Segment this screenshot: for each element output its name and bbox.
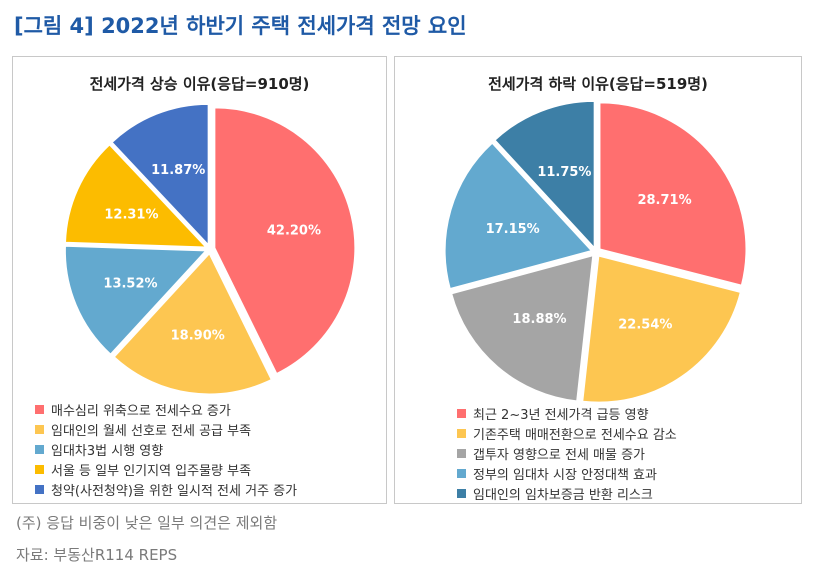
legend-item: 매수심리 위축으로 전세수요 증가 bbox=[35, 399, 297, 419]
pie-slice bbox=[65, 144, 207, 248]
legend-label: 매수심리 위축으로 전세수요 증가 bbox=[51, 403, 231, 419]
legend-swatch bbox=[457, 408, 466, 418]
legend: 최근 2~3년 전세가격 급등 영향 기존주택 매매전환으로 전세수요 감소 갭… bbox=[457, 403, 677, 503]
slice-data-label: 11.87% bbox=[151, 163, 205, 178]
legend-swatch bbox=[35, 424, 44, 434]
footnote: (주) 응답 비중이 낮은 일부 의견은 제외함 bbox=[16, 514, 278, 532]
slice-data-label: 18.90% bbox=[171, 328, 225, 343]
legend-swatch bbox=[35, 444, 44, 454]
legend-item: 임대차3법 시행 영향 bbox=[35, 439, 297, 459]
chart-panel-fall: 전세가격 하락 이유(응답=519명) 28.71% 22.54% 18.88% 17… bbox=[394, 56, 802, 504]
legend-item: 최근 2~3년 전세가격 급등 영향 bbox=[457, 403, 677, 423]
source-note: 자료: 부동산R114 REPS bbox=[16, 546, 178, 564]
legend-label: 서울 등 일부 인기지역 입주물량 부족 bbox=[51, 463, 252, 479]
legend-swatch bbox=[457, 428, 466, 438]
legend-swatch bbox=[35, 484, 44, 494]
pie-slice bbox=[582, 255, 741, 402]
pie-slice bbox=[64, 245, 207, 355]
legend-label: 최근 2~3년 전세가격 급등 영향 bbox=[473, 407, 649, 423]
pie-slice bbox=[494, 100, 595, 249]
legend-label: 갭투자 영향으로 전세 매물 증가 bbox=[473, 447, 646, 463]
legend-label: 청약(사전청약)을 위한 일시적 전세 거주 증가 bbox=[51, 483, 298, 499]
legend-item: 임대인의 월세 선호로 전세 공급 부족 bbox=[35, 419, 297, 439]
slice-data-label: 13.52% bbox=[103, 276, 157, 291]
pie-slice bbox=[451, 255, 594, 402]
legend-item: 갭투자 영향으로 전세 매물 증가 bbox=[457, 443, 677, 463]
legend-item: 기존주택 매매전환으로 전세수요 감소 bbox=[457, 423, 677, 443]
chart-title: 전세가격 하락 이유(응답=519명) bbox=[488, 75, 708, 93]
legend-label: 임대인의 임차보증금 반환 리스크 bbox=[473, 487, 653, 503]
legend-swatch bbox=[35, 464, 44, 474]
legend-item: 임대인의 임차보증금 반환 리스크 bbox=[457, 483, 677, 503]
pie-slice bbox=[113, 253, 272, 395]
slice-data-label: 28.71% bbox=[637, 193, 691, 208]
legend-item: 서울 등 일부 인기지역 입주물량 부족 bbox=[35, 459, 297, 479]
legend-label: 임대인의 월세 선호로 전세 공급 부족 bbox=[51, 423, 252, 439]
legend-item: 정부의 임대차 시장 안정대책 효과 bbox=[457, 463, 677, 483]
slice-data-label: 18.88% bbox=[512, 312, 566, 327]
slice-data-label: 42.20% bbox=[267, 223, 321, 238]
figure-title: [그림 4] 2022년 하반기 주택 전세가격 전망 요인 bbox=[14, 14, 467, 38]
pie-slice bbox=[111, 103, 209, 246]
legend-swatch bbox=[35, 404, 44, 414]
slice-data-label: 17.15% bbox=[486, 222, 540, 237]
legend-label: 기존주택 매매전환으로 전세수요 감소 bbox=[473, 427, 677, 443]
pie-slice bbox=[214, 107, 356, 375]
pie-slice bbox=[444, 142, 593, 290]
slice-data-label: 11.75% bbox=[537, 165, 591, 180]
slice-data-label: 22.54% bbox=[618, 317, 672, 332]
pie-chart-fall: 28.71% 22.54% 18.88% 17.15% 11.75% bbox=[444, 100, 747, 402]
legend-swatch bbox=[457, 448, 466, 458]
legend-label: 임대차3법 시행 영향 bbox=[51, 443, 164, 459]
pie-chart-rise: 42.20% 18.90% 13.52% 12.31% 11.87% bbox=[64, 103, 356, 395]
slice-data-label: 12.31% bbox=[104, 207, 158, 222]
chart-title: 전세가격 상승 이유(응답=910명) bbox=[89, 75, 310, 93]
legend: 매수심리 위축으로 전세수요 증가 임대인의 월세 선호로 전세 공급 부족 임… bbox=[35, 399, 297, 499]
legend-item: 청약(사전청약)을 위한 일시적 전세 거주 증가 bbox=[35, 479, 297, 499]
pie-slice bbox=[599, 102, 747, 286]
legend-label: 정부의 임대차 시장 안정대책 효과 bbox=[473, 467, 657, 483]
chart-panel-rise: 전세가격 상승 이유(응답=910명) 42.20% 18.90% 13.52% 12… bbox=[12, 56, 387, 504]
legend-swatch bbox=[457, 468, 466, 478]
legend-swatch bbox=[457, 488, 466, 498]
